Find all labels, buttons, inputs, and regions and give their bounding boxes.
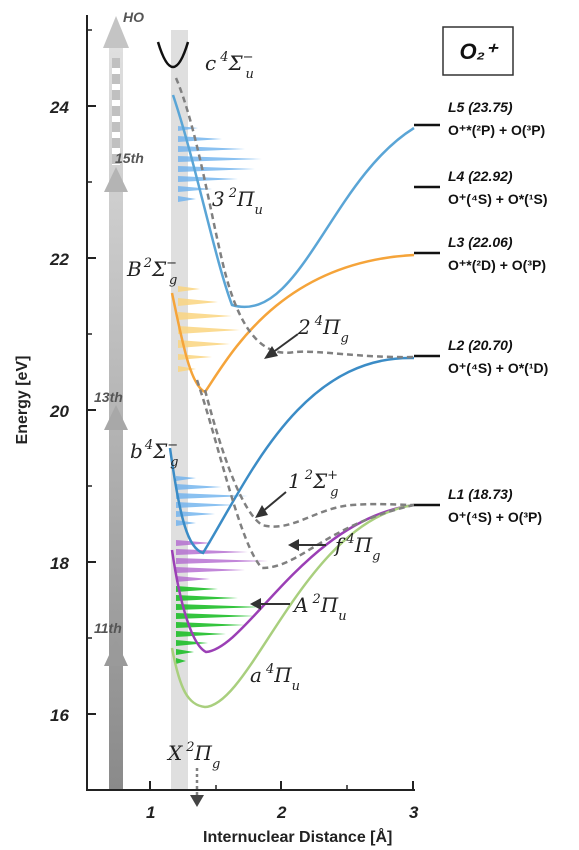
curve-a4-pi-u: [170, 503, 415, 709]
limit-l2-products: O⁺(⁴S) + O*(¹D): [448, 360, 548, 376]
state-label-b4-sigma-g: b 4Σ− g: [130, 438, 178, 470]
harmonic-label-11: 11th: [94, 620, 122, 636]
title-box: [442, 26, 514, 76]
x-tick-3: 3: [409, 803, 419, 822]
vibrational-fill-a2-pi: [176, 586, 262, 664]
state-label-c4-sigma-u: c 4Σ− u: [205, 50, 254, 82]
y-tick-labels: 24 22 20 18 16: [49, 98, 69, 725]
state-label-3-2pi-u: 3 2Πu: [212, 186, 263, 218]
state-label-f4-pi-g: f 4Πg: [333, 532, 380, 564]
limit-l5-products: O⁺*(²P) + O(³P): [448, 122, 545, 138]
curve-b2-sigma-g: [170, 253, 415, 394]
x-axis-title: Internuclear Distance [Å]: [203, 827, 392, 846]
limit-l4-products: O⁺(⁴S) + O*(¹S): [448, 191, 547, 207]
y-tick-22: 22: [49, 250, 69, 269]
curve-3-2pi-u: [171, 94, 415, 309]
state-label-a2-pi-u: A 2Πu: [292, 592, 347, 624]
y-tick-16: 16: [50, 706, 69, 725]
harmonic-label-15: 15th: [115, 150, 144, 166]
harmonic-label-13: 13th: [94, 389, 123, 405]
limit-l1-name: L1 (18.73): [448, 486, 513, 502]
curve-f4-pi-g: [195, 379, 415, 570]
limit-l3-name: L3 (22.06): [448, 234, 513, 250]
title-text: O₂⁺: [459, 39, 499, 64]
limit-l4-name: L4 (22.92): [448, 168, 513, 184]
y-tick-20: 20: [49, 402, 69, 421]
harmonic-arrows: [103, 16, 129, 790]
state-label-a4-pi-u: a 4Πu: [250, 662, 300, 694]
limit-l3-products: O⁺*(²D) + O(³P): [448, 257, 546, 273]
harmonic-label-ho: HO: [123, 9, 144, 25]
vibrational-fill-b4-sigma: [176, 476, 248, 526]
pointer-arrows: [250, 333, 326, 610]
state-label-b2-sigma-g: B 2Σ− g: [126, 256, 177, 288]
x-tick-2: 2: [276, 803, 287, 822]
curve-2-4pi-g: [174, 77, 415, 359]
y-tick-18: 18: [50, 554, 69, 573]
curve-b4-sigma-g: [168, 356, 415, 555]
curve-a2-pi-u: [170, 503, 415, 654]
state-label-1-2sigma-g: 1 2Σ+ g: [288, 468, 338, 500]
y-tick-24: 24: [49, 98, 69, 117]
y-axis-title: Energy [eV]: [14, 356, 31, 445]
ground-state-arrowhead: [190, 795, 204, 807]
vibrational-fill-f4-pi: [176, 540, 268, 582]
limit-markers: [414, 123, 440, 507]
limit-l1-products: O⁺(⁴S) + O(³P): [448, 509, 542, 525]
curve-1-2sigma-g: [203, 389, 415, 528]
limit-l5-name: L5 (23.75): [448, 99, 513, 115]
curve-c4-sigma-u: [156, 41, 190, 68]
x-tick-labels: 1 2 3: [146, 803, 419, 822]
x-tick-1: 1: [146, 803, 155, 822]
state-label-x2-pi-g: X 2Πg: [166, 740, 220, 772]
axes: [86, 15, 415, 791]
limit-l2-name: L2 (20.70): [448, 337, 513, 353]
state-label-2-4pi-g: 2 4Πg: [297, 314, 349, 346]
vibrational-fill-b2-sigma: [178, 286, 240, 372]
